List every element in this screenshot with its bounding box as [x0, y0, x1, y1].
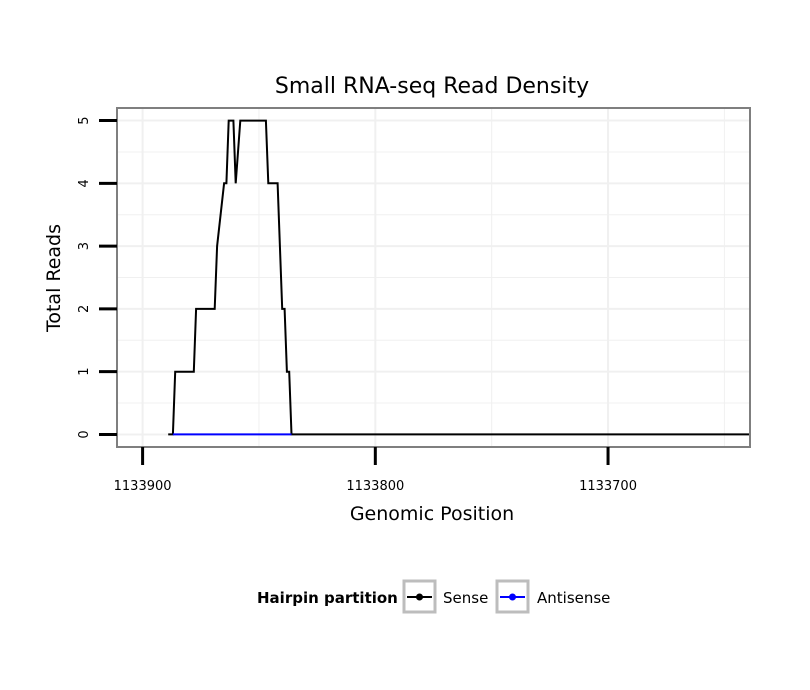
y-tick-label: 0 [77, 430, 92, 438]
plot-border [116, 107, 751, 448]
y-tick-label: 4 [77, 179, 92, 187]
legend-title: Hairpin partition [257, 589, 398, 607]
x-tick-label: 1133800 [346, 479, 404, 494]
legend-item-sense: Sense [402, 579, 488, 614]
legend-item-antisense: Antisense [495, 579, 610, 614]
x-axis-title: Genomic Position [350, 503, 514, 525]
x-tick-label: 1133700 [579, 479, 637, 494]
y-tick-label: 3 [77, 242, 92, 250]
y-axis-title: Total Reads [43, 224, 65, 333]
x-tick-label: 1133900 [114, 479, 172, 494]
legend-label-sense: Sense [443, 589, 488, 607]
y-tick-label: 2 [77, 305, 92, 313]
y-axis: 0 1 2 3 4 5 [77, 116, 117, 439]
legend-label-antisense: Antisense [537, 589, 610, 607]
series-line-sense [168, 119, 750, 436]
y-tick-label: 1 [77, 368, 92, 376]
data-series [168, 119, 750, 436]
legend-marker-antisense [509, 593, 516, 601]
chart-title: Small RNA-seq Read Density [275, 74, 589, 99]
legend: Hairpin partition Sense Antisense [257, 579, 610, 614]
legend-marker-sense [416, 593, 423, 601]
x-axis: 1133900 1133800 1133700 [114, 447, 637, 494]
y-tick-label: 5 [77, 116, 92, 124]
